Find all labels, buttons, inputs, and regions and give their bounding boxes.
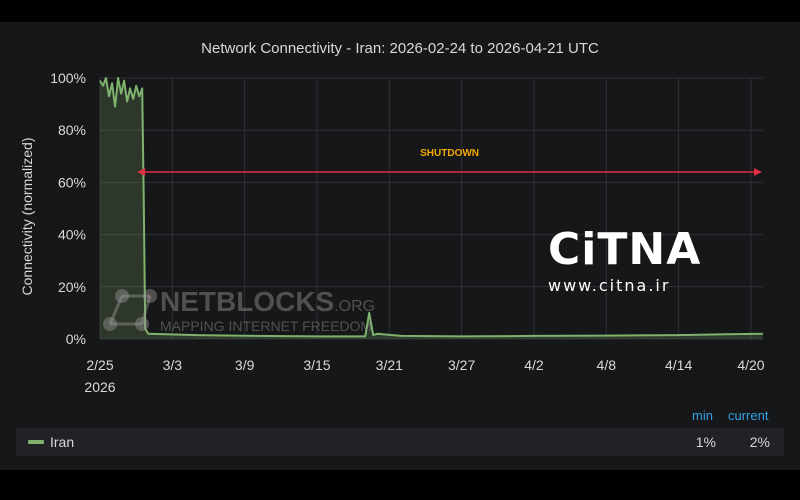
y-axis-label: Connectivity (normalized) bbox=[19, 138, 35, 296]
legend-swatch bbox=[28, 440, 44, 444]
legend-series-name: Iran bbox=[50, 434, 75, 450]
citna-watermark: CiTNA www.citna.ir bbox=[548, 224, 702, 296]
x-tick-label: 4/14 bbox=[665, 357, 692, 373]
netblocks-name: NETBLOCKS.ORG bbox=[160, 286, 376, 317]
legend-row-iran[interactable]: Iran 1% 2% bbox=[16, 428, 784, 456]
x-tick-label: 3/3 bbox=[163, 357, 183, 373]
citna-url: www.citna.ir bbox=[548, 276, 671, 295]
x-tick-label: 3/21 bbox=[376, 357, 403, 373]
x-tick-label: 2/25 bbox=[86, 357, 113, 373]
x-tick-label: 4/8 bbox=[597, 357, 617, 373]
x-tick-label: 4/20 bbox=[737, 357, 764, 373]
shutdown-arrow-right-icon bbox=[754, 167, 762, 176]
x-tick-label: 4/2 bbox=[524, 357, 544, 373]
y-tick-label: 40% bbox=[58, 227, 86, 243]
x-tick-label: 3/15 bbox=[303, 357, 330, 373]
netblocks-tagline: MAPPING INTERNET FREEDOM bbox=[160, 318, 373, 334]
y-tick-label: 80% bbox=[58, 122, 86, 138]
chart-title: Network Connectivity - Iran: 2026-02-24 … bbox=[201, 40, 599, 57]
shutdown-arrow-left-icon bbox=[137, 167, 146, 176]
y-tick-label: 60% bbox=[58, 174, 86, 190]
netblocks-logo-icon bbox=[103, 289, 157, 331]
y-tick-label: 20% bbox=[58, 279, 86, 295]
legend-min-value: 1% bbox=[695, 434, 716, 450]
x-tick-label: 3/27 bbox=[448, 357, 475, 373]
series-line bbox=[99, 77, 764, 338]
shutdown-label: SHUTDOWN bbox=[420, 148, 479, 159]
citna-logo: CiTNA bbox=[548, 224, 702, 275]
y-tick-label: 0% bbox=[66, 331, 86, 347]
x-tick-sublabel: 2026 bbox=[84, 379, 115, 395]
legend-current-header: current bbox=[728, 408, 769, 423]
legend-current-value: 2% bbox=[749, 434, 770, 450]
legend-min-header: min bbox=[692, 408, 713, 423]
x-tick-label: 3/9 bbox=[235, 357, 255, 373]
y-tick-label: 100% bbox=[50, 70, 86, 86]
